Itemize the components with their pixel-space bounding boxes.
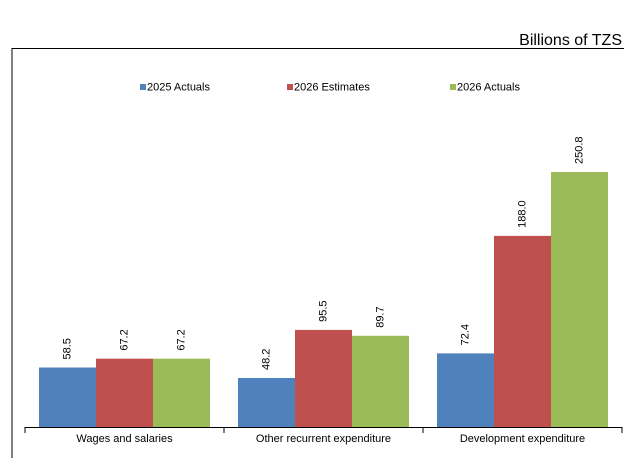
bar — [494, 235, 551, 427]
chart-subtitle: Billions of TZS — [519, 32, 622, 49]
legend-label: 2025 Actuals — [147, 81, 210, 93]
x-tick-label: Other recurrent expenditure — [256, 433, 391, 445]
legend-swatch — [450, 84, 456, 90]
bar — [238, 377, 295, 427]
bar — [295, 329, 352, 427]
data-label: 48.2 — [260, 349, 272, 370]
bar — [39, 367, 96, 427]
bar — [153, 358, 210, 427]
data-label: 89.7 — [374, 306, 386, 327]
data-label: 95.5 — [317, 300, 329, 321]
legend-swatch — [140, 84, 146, 90]
bar — [437, 353, 494, 427]
legend-label: 2026 Estimates — [294, 81, 370, 93]
data-label: 67.2 — [175, 329, 187, 350]
data-label: 58.5 — [61, 338, 73, 359]
data-label: 72.4 — [459, 324, 471, 345]
chart-frame — [11, 48, 624, 458]
bar — [352, 335, 409, 427]
data-label: 67.2 — [118, 329, 130, 350]
legend-label: 2026 Actuals — [457, 81, 520, 93]
legend-swatch — [287, 84, 293, 90]
bar — [96, 358, 153, 427]
data-label: 250.8 — [573, 136, 585, 164]
x-tick-label: Wages and salaries — [76, 433, 173, 445]
x-tick-label: Development expenditure — [460, 433, 585, 445]
bar — [551, 172, 608, 427]
data-label: 188.0 — [516, 200, 528, 228]
